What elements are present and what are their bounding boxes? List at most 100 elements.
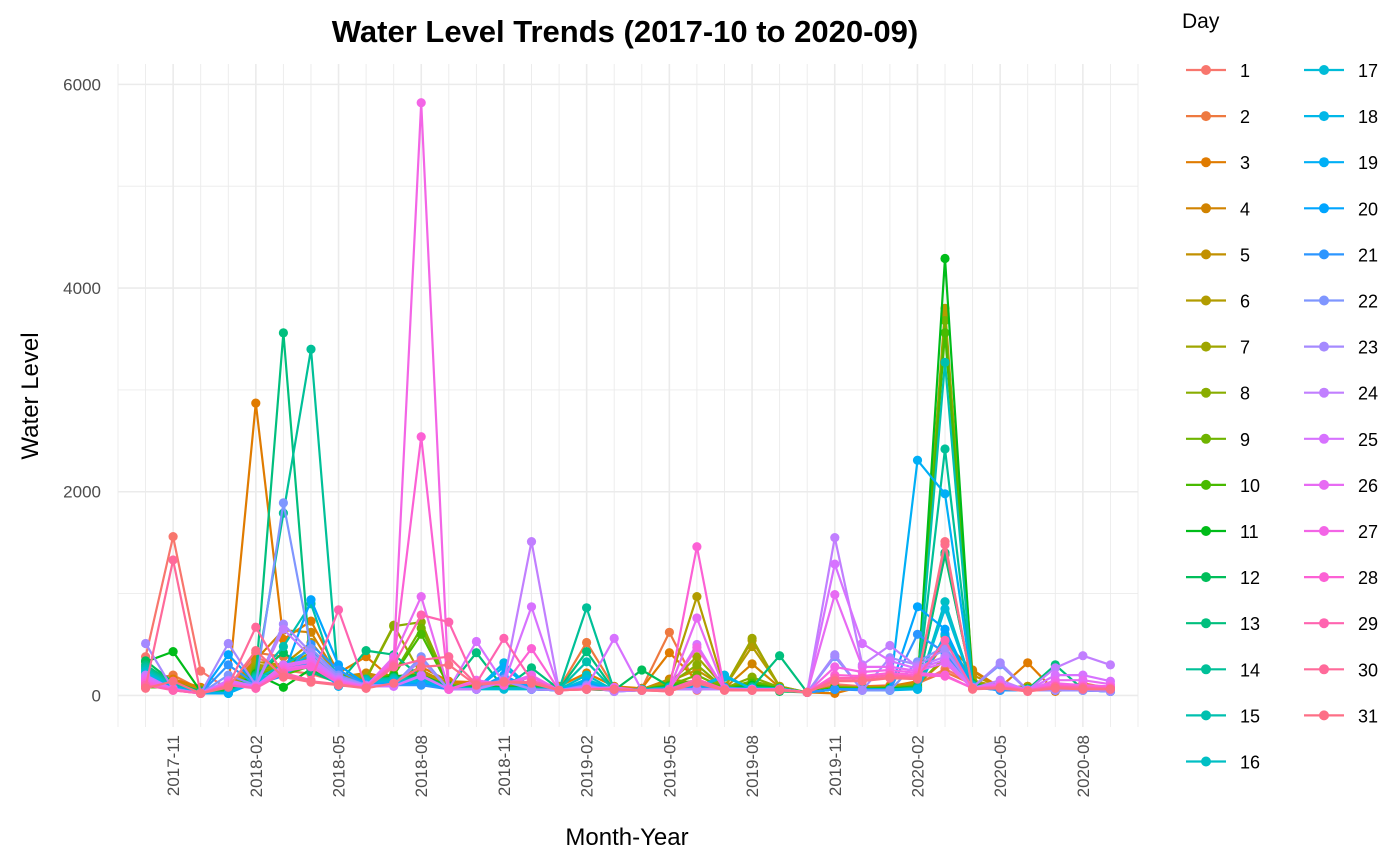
- legend-key-point: [1201, 249, 1211, 260]
- legend-key-point: [1201, 295, 1211, 306]
- data-point: [940, 658, 950, 668]
- data-point: [526, 644, 537, 654]
- data-point: [885, 640, 895, 651]
- legend-item-day-24: 24: [1304, 384, 1378, 404]
- legend-label: 20: [1358, 199, 1378, 219]
- data-point: [582, 647, 592, 657]
- legend-label: 8: [1240, 384, 1250, 404]
- data-point: [940, 328, 950, 338]
- legend-item-day-23: 23: [1304, 338, 1378, 358]
- series-layer: [141, 98, 1115, 699]
- y-axis-title: Water Level: [17, 332, 44, 459]
- data-point: [830, 676, 840, 686]
- legend-label: 30: [1358, 660, 1378, 680]
- legend-key-point: [1319, 341, 1329, 352]
- legend-label: 27: [1358, 522, 1378, 542]
- data-point: [526, 663, 537, 673]
- data-point: [471, 648, 481, 658]
- legend-item-day-11: 11: [1186, 522, 1259, 542]
- legend-label: 23: [1358, 338, 1378, 358]
- legend-key-point: [1319, 664, 1329, 675]
- data-point: [361, 683, 371, 693]
- legend-item-day-8: 8: [1186, 384, 1250, 404]
- legend-key-point: [1201, 157, 1211, 168]
- data-point: [692, 652, 702, 662]
- legend-key-point: [1319, 249, 1329, 260]
- data-point: [278, 328, 288, 338]
- data-point: [361, 646, 371, 656]
- y-tick-labels: 0 2000 4000 6000: [63, 75, 101, 705]
- data-point: [940, 624, 950, 634]
- data-point: [444, 660, 454, 670]
- x-tick-labels: 2017-11 2018-02 2018-05 2018-08 2018-11 2019-…: [164, 735, 1093, 797]
- data-point: [940, 645, 950, 655]
- legend-key-point: [1201, 479, 1211, 490]
- data-point: [609, 684, 619, 694]
- legend-key-point: [1201, 341, 1211, 352]
- legend-label: 4: [1240, 199, 1250, 219]
- data-point: [747, 659, 757, 669]
- data-point: [1105, 684, 1115, 694]
- data-point: [251, 622, 261, 632]
- data-point: [692, 613, 702, 623]
- data-point: [940, 537, 950, 547]
- legend-item-day-14: 14: [1186, 660, 1260, 680]
- data-point: [416, 592, 426, 602]
- data-point: [830, 662, 840, 672]
- data-point: [719, 685, 730, 695]
- x-tick-label: 2018-05: [330, 735, 349, 797]
- data-point: [968, 684, 978, 694]
- y-tick-label: 6000: [63, 75, 101, 94]
- data-point: [802, 687, 812, 698]
- data-point: [444, 684, 454, 694]
- data-point: [416, 671, 426, 681]
- data-point: [416, 680, 426, 690]
- data-point: [251, 398, 261, 408]
- legend-label: 11: [1240, 522, 1259, 542]
- data-point: [885, 685, 895, 695]
- data-point: [168, 685, 178, 695]
- data-point: [940, 357, 950, 367]
- legend-label: 5: [1240, 245, 1250, 265]
- legend-label: 6: [1240, 292, 1250, 312]
- data-point: [940, 604, 950, 614]
- data-point: [692, 542, 702, 552]
- legend-label: 9: [1240, 430, 1250, 450]
- data-point: [912, 602, 923, 612]
- data-point: [582, 603, 592, 613]
- data-point: [526, 678, 537, 688]
- legend-title: Day: [1182, 10, 1220, 33]
- legend: 1234567891011121314151617181920212223242…: [1186, 61, 1378, 773]
- legend-item-day-17: 17: [1304, 61, 1378, 81]
- x-tick-label: 2018-11: [495, 735, 514, 796]
- data-point: [940, 635, 950, 646]
- data-point: [141, 638, 151, 649]
- x-tick-label: 2020-08: [1074, 735, 1093, 797]
- data-point: [940, 316, 950, 326]
- legend-label: 21: [1358, 245, 1378, 265]
- series-line: [145, 540, 1111, 695]
- legend-item-day-1: 1: [1186, 61, 1250, 81]
- legend-key-point: [1201, 756, 1211, 767]
- data-point: [692, 678, 702, 688]
- legend-item-day-27: 27: [1304, 522, 1378, 542]
- legend-item-day-22: 22: [1304, 292, 1378, 312]
- legend-key-point: [1201, 618, 1211, 629]
- data-point: [582, 657, 592, 667]
- legend-key-point: [1319, 157, 1329, 168]
- data-point: [196, 688, 206, 699]
- data-point: [692, 660, 702, 670]
- legend-item-day-21: 21: [1304, 245, 1378, 265]
- y-tick-label: 4000: [63, 279, 101, 298]
- data-point: [554, 685, 564, 695]
- data-point: [857, 638, 867, 649]
- data-point: [912, 455, 923, 465]
- legend-label: 31: [1358, 706, 1378, 726]
- legend-item-day-28: 28: [1304, 568, 1378, 588]
- x-tick-label: 2019-11: [826, 735, 845, 796]
- data-point: [1078, 651, 1088, 661]
- data-point: [1023, 686, 1033, 697]
- data-point: [333, 680, 344, 690]
- legend-item-day-3: 3: [1186, 153, 1250, 173]
- x-tick-label: 2020-02: [908, 735, 927, 797]
